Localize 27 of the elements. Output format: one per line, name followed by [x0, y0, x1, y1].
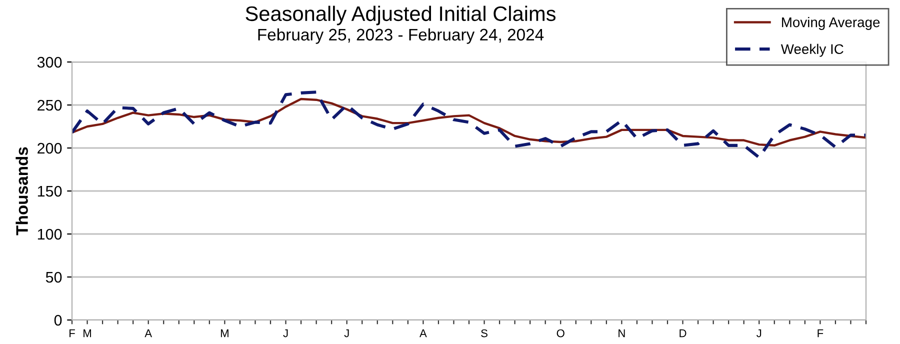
line-series: [72, 98, 866, 147]
line-series: [72, 90, 866, 159]
x-tick-label: F: [70, 329, 75, 338]
legend-label: Moving Average: [782, 17, 880, 30]
chart-subtitle: February 25, 2023 - February 24, 2024: [258, 28, 544, 44]
chart-title: Seasonally Adjusted Initial Claims: [246, 6, 556, 26]
y-tick-label: 250: [38, 100, 62, 111]
y-axis-title: Thousands: [16, 147, 28, 236]
x-tick-label: M: [84, 329, 91, 338]
x-tick-label: S: [481, 329, 488, 338]
x-tick-label: O: [556, 329, 564, 338]
x-tick-label: A: [144, 329, 152, 338]
y-tick-label: 0: [54, 314, 62, 326]
x-tick-label: J: [756, 329, 762, 338]
y-tick-label: 50: [46, 272, 62, 283]
y-tick-label: 300: [37, 56, 62, 68]
x-tick-label: M: [220, 329, 228, 338]
x-tick-label: A: [420, 329, 427, 338]
y-tick-label: 200: [38, 142, 62, 154]
x-tick-label: J: [283, 329, 288, 338]
y-tick-label: 100: [38, 228, 62, 240]
x-tick-label: F: [818, 329, 824, 338]
x-tick-label: J: [344, 329, 349, 338]
y-tick-label: 150: [38, 186, 62, 197]
x-tick-label: N: [618, 329, 625, 338]
x-tick-label: D: [680, 329, 686, 338]
legend-label: Weekly IC: [780, 44, 844, 57]
